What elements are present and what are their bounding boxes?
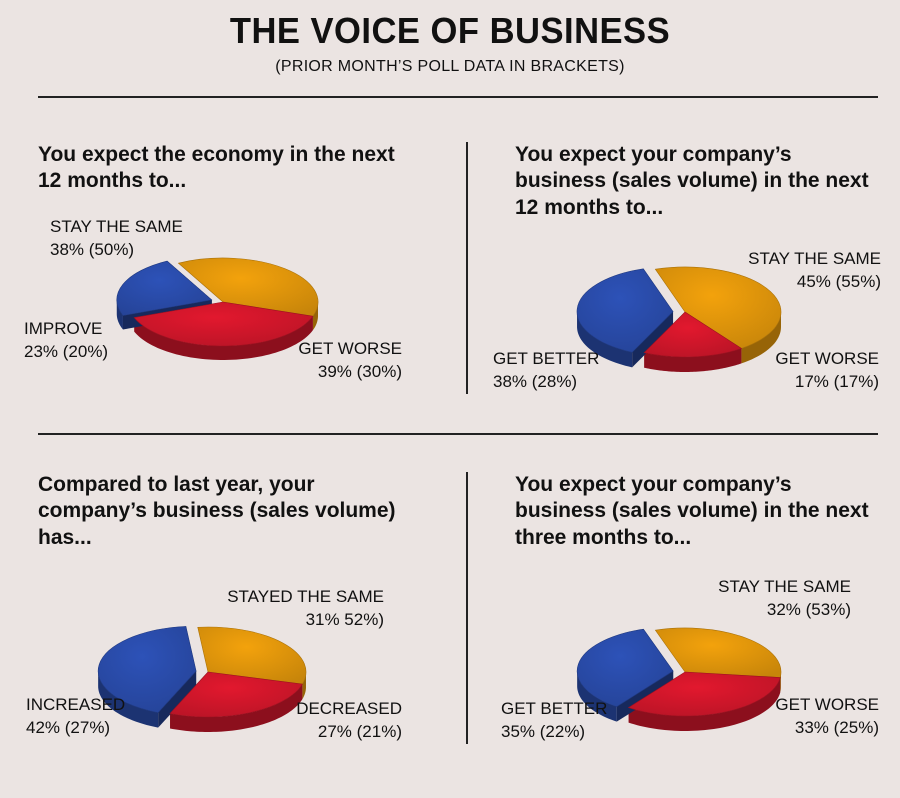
pie-slice-better [576, 628, 674, 707]
pie-side-worse [170, 684, 303, 732]
slice-value: 38% (50%) [50, 239, 135, 259]
pie-slice-better [116, 260, 213, 316]
chart-panel-sales-3-months: You expect your company’s business (sale… [501, 472, 900, 792]
label-stay: STAY THE SAME 38% (50%) [50, 216, 183, 262]
pie-slice-worse [133, 301, 314, 347]
pie-chart [116, 257, 319, 360]
slice-label: STAY THE SAME [718, 577, 851, 596]
bottom-column-divider [466, 472, 468, 744]
pie-side-worse [628, 677, 781, 731]
slice-label: STAYED THE SAME [227, 587, 384, 606]
slice-label: STAY THE SAME [748, 249, 881, 268]
pie-side-better [577, 312, 633, 368]
pie-slice-better [97, 626, 197, 713]
pie-chart [576, 627, 782, 731]
slice-value: 32% (53%) [766, 599, 851, 619]
slice-value: 31% 52%) [305, 609, 384, 629]
label-worse: GET WORSE 17% (17%) [755, 348, 879, 394]
pie-side-stay [741, 312, 781, 364]
slice-label: GET WORSE [775, 349, 879, 368]
chart-title: You expect your company’s business (sale… [515, 473, 869, 549]
slice-value: 38% (28%) [493, 371, 578, 391]
pie-slice-stay [197, 626, 307, 685]
pie-slice-worse [643, 311, 743, 358]
slice-value: 35% (22%) [501, 721, 586, 741]
chart-title: You expect the economy in the next 12 mo… [38, 143, 395, 193]
chart-panel-vs-last-year: Compared to last year, your company’s bu… [26, 472, 468, 792]
label-worse: DECREASED 27% (21%) [278, 698, 402, 744]
slice-value: 39% (30%) [317, 361, 402, 381]
label-stay: STAYED THE SAME 31% 52%) [198, 586, 384, 632]
slice-value: 27% (21%) [317, 721, 402, 741]
pie-slice-worse [169, 671, 303, 718]
label-worse: GET WORSE 33% (25%) [755, 694, 879, 740]
pie-slice-stay [654, 627, 782, 678]
slice-label: GET WORSE [775, 695, 879, 714]
slice-value: 45% (55%) [796, 271, 881, 291]
pie-side-better [116, 299, 123, 330]
top-divider [38, 96, 878, 98]
middle-divider [38, 433, 878, 435]
pie-side-better [616, 671, 674, 722]
pie-slice-stay [654, 266, 782, 349]
label-worse: GET WORSE 39% (30%) [278, 338, 402, 384]
page-title: THE VOICE OF BUSINESS [229, 10, 671, 51]
label-better: IMPROVE 23% (20%) [24, 318, 108, 364]
chart-title: You expect your company’s business (sale… [515, 143, 869, 219]
label-stay: STAY THE SAME 32% (53%) [675, 576, 851, 622]
label-better: INCREASED 42% (27%) [26, 694, 125, 740]
label-stay: STAY THE SAME 45% (55%) [715, 248, 881, 294]
slice-label: IMPROVE [24, 319, 103, 338]
slice-value: 23% (20%) [24, 341, 109, 361]
slice-label: GET BETTER [501, 699, 608, 718]
slice-value: 42% (27%) [26, 717, 111, 737]
chart-panel-economy: You expect the economy in the next 12 mo… [24, 142, 468, 462]
pie-side-better [98, 670, 159, 728]
chart-title: Compared to last year, your company’s bu… [38, 473, 396, 549]
top-column-divider [466, 142, 468, 394]
slice-value: 17% (17%) [794, 371, 879, 391]
pie-chart [576, 266, 782, 372]
pie-slice-better [576, 268, 674, 353]
label-better: GET BETTER 38% (28%) [493, 348, 599, 394]
page-subtitle: (PRIOR MONTH’S POLL DATA IN BRACKETS) [275, 58, 625, 75]
slice-label: GET BETTER [493, 349, 600, 368]
pie-side-better [158, 671, 197, 728]
pie-slice-stay [177, 257, 319, 317]
label-better: GET BETTER 35% (22%) [501, 698, 607, 744]
pie-side-worse [644, 348, 742, 372]
chart-panel-sales-12-months: You expect your company’s business (sale… [493, 142, 900, 462]
slice-label: DECREASED [296, 699, 402, 718]
pie-side-better [632, 311, 674, 368]
slice-label: GET WORSE [298, 339, 402, 358]
pie-side-better [577, 670, 617, 722]
pie-chart [97, 626, 307, 732]
pie-side-worse [134, 316, 313, 360]
slice-label: STAY THE SAME [50, 217, 183, 236]
slice-value: 33% (25%) [794, 717, 879, 737]
pie-slice-worse [627, 671, 781, 717]
slice-label: INCREASED [26, 695, 126, 714]
